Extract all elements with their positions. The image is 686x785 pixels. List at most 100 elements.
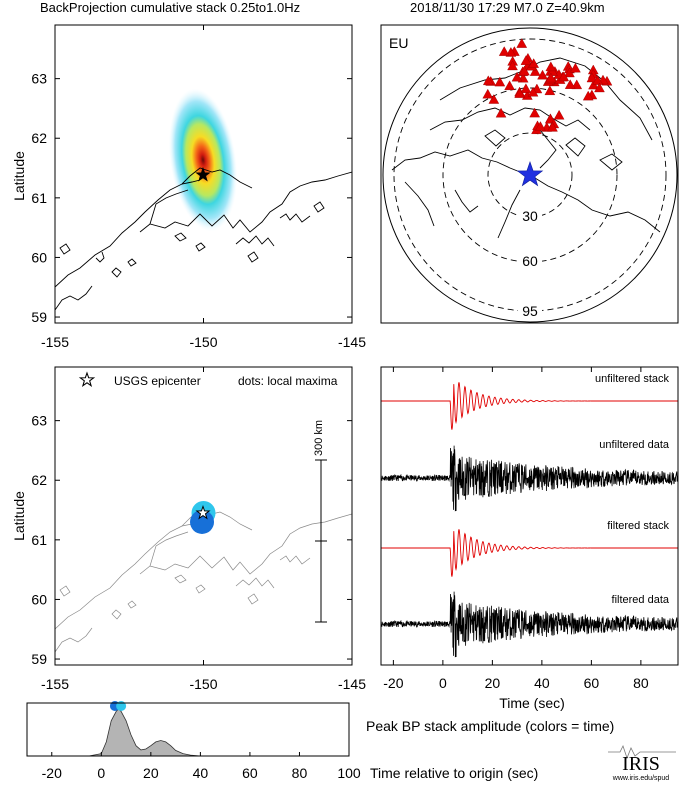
- trace-unfiltered-data: [380, 445, 679, 512]
- x-tick-label: 40: [534, 675, 550, 691]
- station-triangle: [488, 94, 500, 104]
- station-triangle: [553, 109, 565, 120]
- x-tick-label: -145: [338, 676, 366, 692]
- x-axis: -155 -150 -145: [41, 25, 366, 350]
- station-triangle: [529, 66, 541, 76]
- amplitude-xlabel: Time relative to origin (sec): [370, 765, 538, 781]
- station-triangle: [507, 60, 518, 71]
- x-tick-label: -20: [42, 765, 62, 781]
- x-tick-label: 80: [292, 765, 308, 781]
- x-tick-label: 20: [143, 765, 159, 781]
- x-tick-label: 0: [439, 675, 447, 691]
- x-tick-label: -155: [41, 334, 69, 350]
- epicenter-star: [195, 166, 211, 182]
- station-triangle: [516, 38, 528, 48]
- logo-seismogram-icon: [608, 744, 676, 760]
- ring-label-60: 60: [522, 253, 538, 269]
- y-tick-label: 60: [31, 591, 47, 607]
- y-tick-label: 60: [31, 249, 47, 265]
- station-triangle: [592, 75, 604, 85]
- station-triangle: [535, 121, 546, 131]
- label-filtered-stack: filtered stack: [607, 520, 669, 532]
- station-map-frame: [380, 24, 679, 324]
- ring-label-bg-60: [518, 252, 542, 268]
- epicenter-star-blue: [516, 161, 544, 187]
- backprojection-heatmap: [168, 88, 238, 232]
- station-triangle: [545, 72, 557, 83]
- y-axis: 59 60 61 62 63: [31, 413, 352, 667]
- y-tick-label: 63: [31, 71, 47, 87]
- station-triangle: [545, 61, 557, 72]
- station-triangle: [547, 121, 558, 132]
- station-triangle: [544, 85, 556, 96]
- y-tick-label: 59: [31, 309, 47, 325]
- amplitude-frame: [26, 702, 350, 757]
- scale-bar-label: 300 km: [313, 420, 325, 456]
- x-tick-label: 0: [97, 765, 105, 781]
- amplitude-title: Peak BP stack amplitude (colors = time): [366, 718, 614, 734]
- legend-star-icon: [78, 371, 96, 387]
- maxima-dot: [190, 509, 215, 534]
- station-triangle: [564, 67, 575, 78]
- station-triangle: [537, 69, 548, 80]
- backprojection-map: 59 60 61 62 63 -155 -150 -145 Latitude: [11, 24, 366, 350]
- x-tick-label: -155: [41, 676, 69, 692]
- station-triangle: [504, 80, 515, 91]
- globe-outline: [382, 27, 678, 323]
- maxima-map: USGS epicenter dots: local maxima 300 km…: [11, 366, 366, 692]
- station-triangle: [528, 58, 539, 68]
- station-triangle: [482, 88, 494, 99]
- station-triangle: [570, 62, 581, 73]
- x-tick-label: 60: [584, 675, 600, 691]
- stations: [482, 38, 613, 135]
- station-triangle: [511, 71, 523, 82]
- label-unfiltered-stack: unfiltered stack: [595, 373, 669, 385]
- station-triangle: [529, 107, 541, 118]
- left-title: BackProjection cumulative stack 0.25to1.…: [40, 0, 300, 15]
- iris-logo: IRIS www.iris.edu/spud: [608, 744, 676, 782]
- station-triangle: [564, 79, 576, 89]
- station-triangle: [514, 88, 526, 98]
- station-triangle: [494, 76, 506, 87]
- x-tick-label: 60: [242, 765, 258, 781]
- x-tick-label: 80: [633, 675, 649, 691]
- station-triangle: [558, 71, 569, 82]
- legend-maxima: dots: local maxima: [238, 374, 338, 388]
- x-tick-label: -145: [338, 334, 366, 350]
- traces-panel: unfiltered stack unfiltered data filtere…: [380, 366, 679, 711]
- y-tick-label: 63: [31, 413, 47, 429]
- ring-60: [442, 87, 618, 263]
- epicenter-star-white: [195, 505, 211, 520]
- y-tick-label: 61: [31, 190, 47, 206]
- network-label: EU: [389, 35, 408, 51]
- ring-label-bg-95: [518, 302, 542, 318]
- logo-text: IRIS: [622, 753, 660, 775]
- right-title: 2018/11/30 17:29 M7.0 Z=40.9km: [410, 0, 605, 15]
- x-tick-label: 100: [337, 765, 361, 781]
- y-axis-label: Latitude: [11, 151, 27, 201]
- y-axis: 59 60 61 62 63: [31, 71, 352, 325]
- x-tick-label: 20: [485, 675, 501, 691]
- station-triangle: [520, 55, 532, 65]
- ring-label-bg-30: [518, 207, 542, 223]
- legend-epicenter: USGS epicenter: [114, 374, 201, 388]
- scale-bar: 300 km: [313, 420, 327, 623]
- peak-amplitude-panel: -20 0 20 40 60 80 100 Peak BP stack amplitude …: [26, 701, 614, 781]
- label-filtered-data: filtered data: [612, 594, 670, 606]
- trace-filtered-data: [380, 591, 679, 658]
- station-triangle: [495, 107, 507, 118]
- trace-unfiltered-stack: [381, 382, 678, 430]
- station-triangle: [520, 83, 532, 93]
- x-axis-label: Time (sec): [499, 695, 565, 711]
- y-tick-label: 61: [31, 532, 47, 548]
- x-tick-label: -20: [383, 675, 403, 691]
- station-triangle: [582, 90, 594, 101]
- x-tick-label: -150: [189, 676, 217, 692]
- station-triangle: [527, 86, 539, 97]
- x-axis: -20 0 20 40 60 80: [383, 367, 649, 691]
- logo-url: www.iris.edu/spud: [612, 775, 670, 782]
- y-tick-label: 62: [31, 472, 47, 488]
- x-tick-label: 40: [193, 765, 209, 781]
- traces-frame: [380, 366, 679, 666]
